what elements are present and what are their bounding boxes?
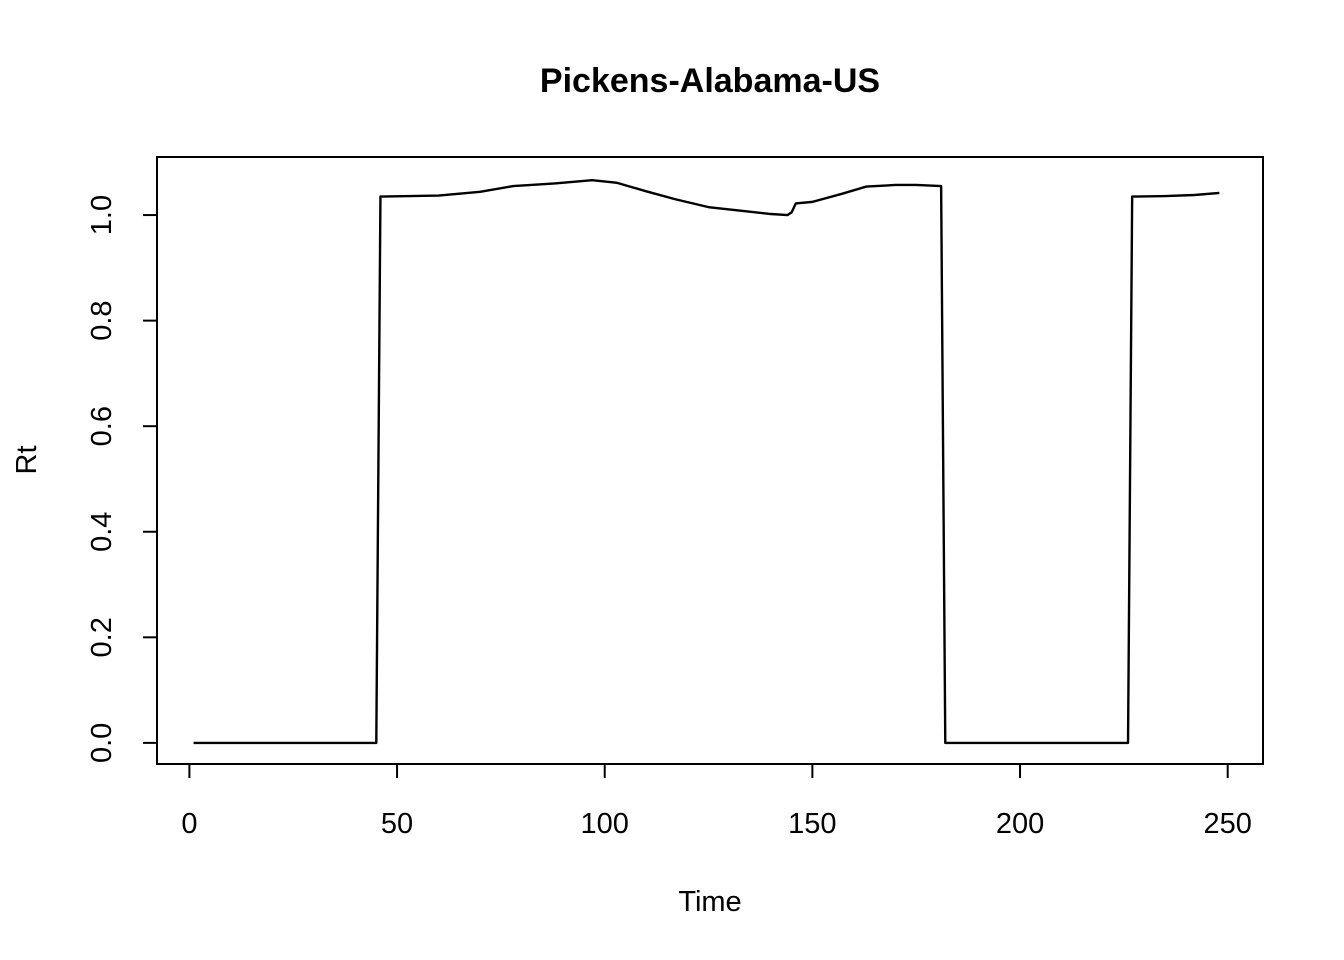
x-tick-label: 200 xyxy=(996,808,1044,840)
x-axis-label: Time xyxy=(678,886,741,918)
x-tick-label: 250 xyxy=(1204,808,1252,840)
plot-frame xyxy=(156,156,1264,765)
chart-title: Pickens-Alabama-US xyxy=(540,62,880,100)
y-tick-label: 0.8 xyxy=(86,300,118,340)
y-tick-label: 0.6 xyxy=(86,406,118,446)
x-tick-label: 100 xyxy=(581,808,629,840)
y-tick-label: 0.4 xyxy=(86,512,118,552)
y-axis-label: Rt xyxy=(11,446,43,475)
x-axis: 0 50 100 150 200 250 xyxy=(181,763,1252,840)
x-tick-label: 150 xyxy=(788,808,836,840)
y-tick-label: 0.0 xyxy=(86,723,118,763)
x-tick-label: 0 xyxy=(181,808,197,840)
x-tick-label: 50 xyxy=(381,808,413,840)
y-tick-label: 1.0 xyxy=(86,195,118,235)
rt-series-line xyxy=(193,179,1220,745)
y-axis: 0.0 0.2 0.4 0.6 0.8 1.0 xyxy=(86,195,158,763)
y-tick-label: 0.2 xyxy=(86,617,118,657)
